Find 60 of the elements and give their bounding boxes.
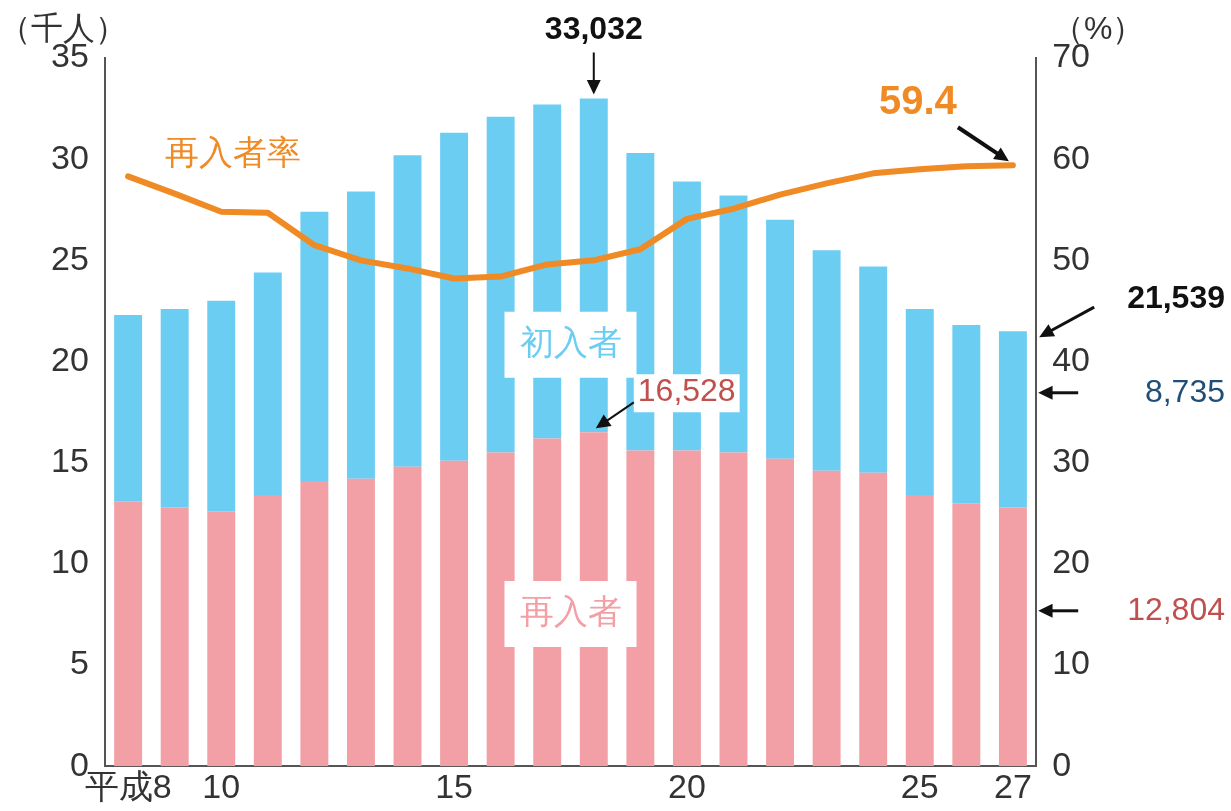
bar: [766, 219, 795, 459]
bar: [346, 478, 375, 767]
x-tick-label: 27: [993, 766, 1032, 805]
annotation: 16,528: [637, 372, 736, 409]
bar: [300, 211, 329, 481]
y-tick-label: 10: [50, 542, 89, 581]
bar: [719, 452, 748, 767]
y-tick-label: 5: [69, 643, 89, 682]
y2-tick-label: 30: [1052, 441, 1091, 480]
x-tick-label: 10: [202, 766, 241, 805]
bar: [346, 191, 375, 479]
bar: [300, 480, 329, 767]
bar: [486, 452, 515, 767]
bar: [905, 495, 934, 767]
y-tick-label: 15: [50, 441, 89, 480]
bar: [626, 450, 655, 767]
y-tick-label: 30: [50, 137, 89, 176]
bar: [859, 266, 888, 473]
annotation: 33,032: [544, 10, 643, 47]
bar: [207, 300, 236, 512]
bar: [998, 507, 1027, 767]
bar: [393, 466, 422, 767]
bar: [253, 495, 282, 767]
bar: [998, 331, 1027, 508]
y2-tick-label: 40: [1052, 339, 1091, 378]
bar: [207, 511, 236, 767]
bar: [905, 308, 934, 496]
series-label: 初入者: [519, 323, 622, 362]
x-tick-label: 25: [900, 766, 939, 805]
bar: [766, 458, 795, 767]
bar: [952, 325, 981, 504]
x-tick-label: 15: [435, 766, 473, 805]
text: 8,735: [1144, 372, 1225, 409]
bar: [160, 308, 189, 508]
y2-tick-label: 60: [1052, 137, 1091, 176]
y2-tick-label: 20: [1052, 542, 1091, 581]
text: 12,804: [1127, 590, 1225, 627]
bar: [393, 155, 422, 467]
bar: [253, 272, 282, 496]
y2-tick-label: 0: [1052, 744, 1072, 783]
x-tick-label: 20: [668, 766, 706, 805]
bar: [160, 507, 189, 767]
bar: [812, 470, 841, 767]
bar: [859, 472, 888, 767]
series-label: 再入者: [519, 592, 622, 631]
bar: [114, 501, 143, 767]
y2-tick-label: 10: [1052, 643, 1091, 682]
bar: [440, 460, 469, 767]
bar: [952, 503, 981, 767]
y-tick-label: 20: [50, 339, 89, 378]
text: 21,539: [1127, 278, 1225, 315]
bar: [486, 116, 515, 453]
y-tick-label: 25: [50, 238, 89, 277]
y2-tick-label: 50: [1052, 238, 1091, 277]
bar: [812, 250, 841, 471]
bar: [114, 314, 143, 502]
bar: [672, 450, 701, 767]
bar: [440, 132, 469, 461]
series-label: 再入者率: [165, 132, 302, 171]
data-label: 59.4: [878, 78, 958, 123]
